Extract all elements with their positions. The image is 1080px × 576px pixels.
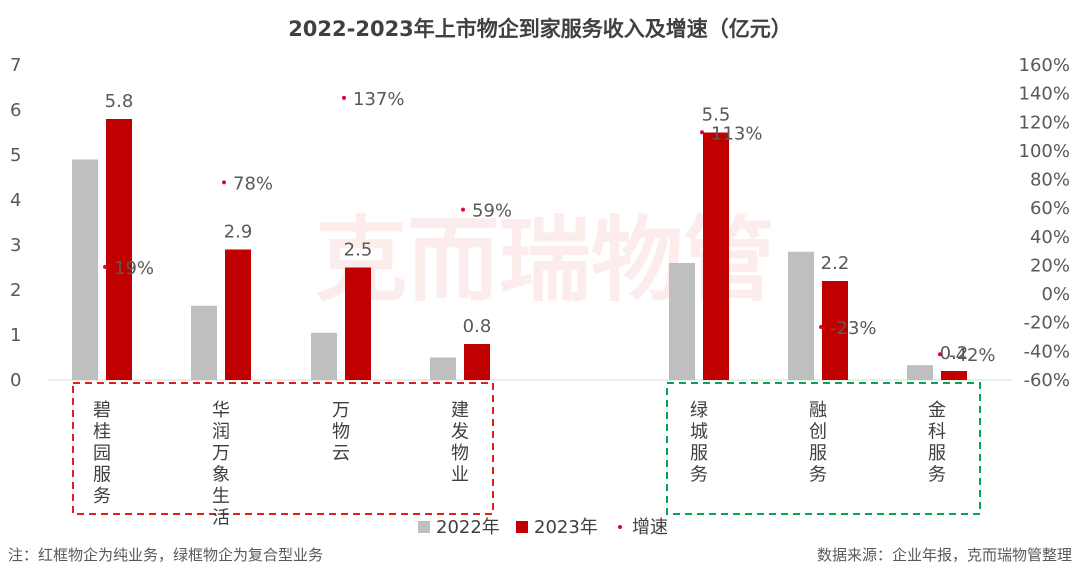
bars xyxy=(72,119,967,380)
growth-point-3 xyxy=(461,207,465,212)
label-2023-6: 0.2 xyxy=(940,343,969,364)
y-left-tick-1: 1 xyxy=(10,325,21,346)
y-left-tick-0: 0 xyxy=(10,370,21,391)
legend: 2022年 2023年 增速 xyxy=(418,517,668,538)
growth-label-6: -42% xyxy=(949,345,996,366)
label-2023-4: 5.5 xyxy=(702,105,731,126)
data-labels: 5.8 2.9 2.5 0.8 5.5 2.2 0.2 xyxy=(105,91,969,364)
legend-label-growth: 增速 xyxy=(632,517,668,538)
growth-label-2: 137% xyxy=(353,89,404,110)
category-label-4: 绿城服务 xyxy=(690,400,708,486)
category-labels: 碧桂园服务 华润万象生活 万物云 建发物业 绿城服务 融创服务 金科服务 xyxy=(93,400,946,529)
category-label-3: 建发物业 xyxy=(451,400,469,486)
category-label-1: 华润万象生活 xyxy=(212,400,230,529)
bar-2023-4 xyxy=(703,132,729,380)
bar-2023-1 xyxy=(225,249,251,380)
growth-point-1 xyxy=(222,180,226,185)
legend-swatch-2022 xyxy=(418,521,430,533)
bar-2022-5 xyxy=(788,251,814,380)
y-right-tick-1: -40% xyxy=(1023,341,1070,362)
label-2023-1: 2.9 xyxy=(224,222,253,243)
source-note: 数据来源：企业年报，克而瑞物管整理 xyxy=(817,546,1072,564)
category-label-2: 万物云 xyxy=(332,400,350,464)
legend-label-2023: 2023年 xyxy=(534,517,598,538)
y-left-tick-5: 5 xyxy=(10,145,21,166)
y-axis-left: 0 1 2 3 4 5 6 7 xyxy=(10,55,21,391)
growth-point-2 xyxy=(342,95,346,100)
watermark: 克而瑞物管 xyxy=(315,207,775,314)
growth-point-5 xyxy=(819,325,823,330)
group-box-1 xyxy=(666,382,981,515)
y-left-tick-3: 3 xyxy=(10,235,21,256)
bar-2022-2 xyxy=(311,332,337,380)
group-box-0 xyxy=(72,382,494,515)
bar-2023-5 xyxy=(822,281,848,380)
bar-2023-2 xyxy=(345,267,371,380)
y-right-tick-2: -20% xyxy=(1023,313,1070,334)
y-right-tick-8: 100% xyxy=(1019,141,1070,162)
y-right-tick-10: 140% xyxy=(1019,84,1070,105)
growth-label-5: -23% xyxy=(830,318,877,339)
chart-title: 2022-2023年上市物企到家服务收入及增速（亿元） xyxy=(288,17,792,41)
growth-label-1: 78% xyxy=(233,173,273,194)
label-2023-5: 2.2 xyxy=(821,253,850,274)
growth-point-4 xyxy=(700,130,704,135)
bar-2023-0 xyxy=(106,119,132,380)
y-left-tick-2: 2 xyxy=(10,280,21,301)
label-2023-3: 0.8 xyxy=(463,316,492,337)
category-label-6: 金科服务 xyxy=(928,400,946,486)
bar-2023-6 xyxy=(941,371,967,380)
group-boxes xyxy=(72,382,981,515)
y-axis-right: -60% -40% -20% 0% 20% 40% 60% 80% 100% 120% 140% 16… xyxy=(1019,55,1070,391)
y-right-tick-9: 120% xyxy=(1019,112,1070,133)
y-left-tick-4: 4 xyxy=(10,190,21,211)
bar-2022-4 xyxy=(669,263,695,380)
category-label-5: 融创服务 xyxy=(809,400,827,486)
y-left-tick-6: 6 xyxy=(10,100,21,121)
legend-swatch-2023 xyxy=(516,521,528,533)
growth-label-4: 113% xyxy=(711,123,762,144)
label-2023-0: 5.8 xyxy=(105,91,134,112)
bar-2022-3 xyxy=(430,357,456,380)
legend-marker-growth xyxy=(618,525,622,529)
y-right-tick-6: 60% xyxy=(1030,198,1070,219)
growth-series: 19% 78% 137% 59% 113% -23% -42% xyxy=(103,89,996,366)
legend-label-2022: 2022年 xyxy=(436,517,500,538)
footnote: 注：红框物企为纯业务，绿框物企为复合型业务 xyxy=(8,546,323,564)
growth-point-0 xyxy=(103,264,107,269)
growth-point-6 xyxy=(938,352,942,357)
growth-label-0: 19% xyxy=(114,258,154,279)
growth-label-3: 59% xyxy=(472,201,512,222)
bar-2022-0 xyxy=(72,159,98,380)
y-right-tick-0: -60% xyxy=(1023,370,1070,391)
y-left-tick-7: 7 xyxy=(10,55,21,76)
label-2023-2: 2.5 xyxy=(344,240,373,261)
y-right-tick-5: 40% xyxy=(1030,227,1070,248)
y-right-tick-7: 80% xyxy=(1030,170,1070,191)
y-right-tick-3: 0% xyxy=(1041,284,1070,305)
bar-2023-3 xyxy=(464,344,490,380)
y-right-tick-4: 20% xyxy=(1030,255,1070,276)
bar-2022-1 xyxy=(191,305,217,380)
bar-2022-6 xyxy=(907,365,933,380)
y-right-tick-11: 160% xyxy=(1019,55,1070,76)
category-label-0: 碧桂园服务 xyxy=(93,400,111,507)
